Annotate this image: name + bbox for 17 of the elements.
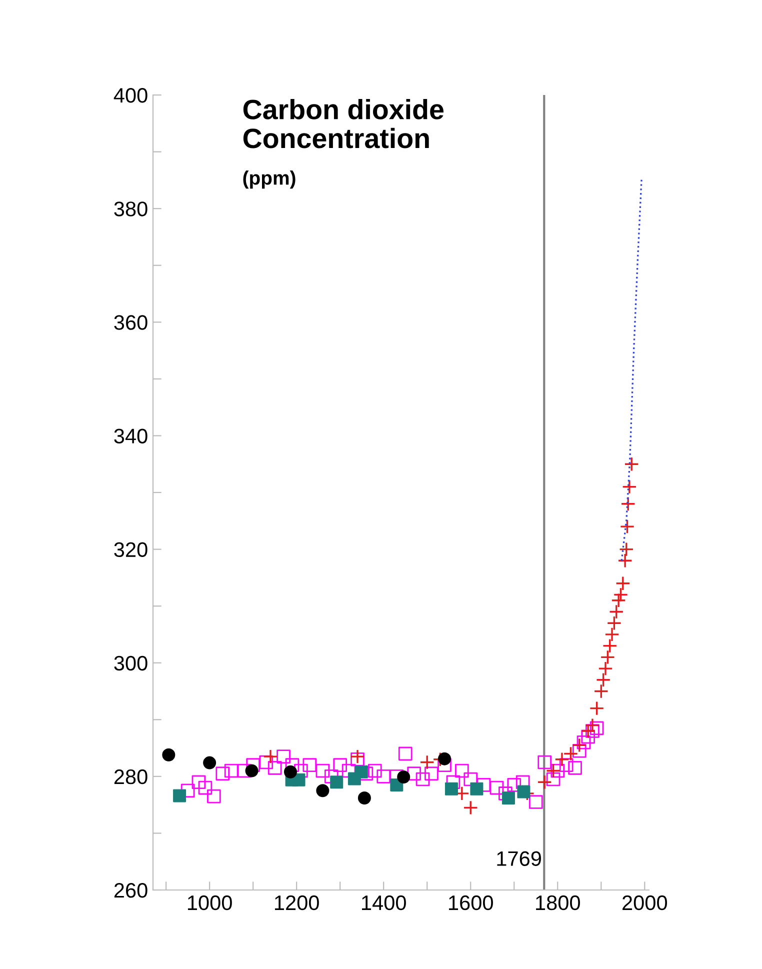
x-tick-label: 1200 (274, 895, 319, 910)
y-tick-label: 360 (114, 315, 148, 330)
y-tick-label: 280 (114, 769, 148, 784)
x-tick-label: 1400 (362, 895, 406, 910)
y-tick-label: 340 (114, 428, 148, 444)
y-tick-label: 320 (114, 542, 148, 558)
text: (ppm) (243, 170, 296, 189)
y-tick-label: 400 (114, 88, 148, 103)
x-tick-label: 2000 (622, 895, 668, 910)
y-tick-label: 300 (114, 656, 148, 671)
x-tick-label: 1800 (536, 895, 580, 910)
y-tick-label: 380 (114, 202, 148, 216)
text: Carbon dioxide Concentration (243, 98, 444, 148)
ref-line-label: 1769 (497, 851, 541, 866)
y-tick-label: 260 (114, 883, 148, 898)
x-tick-label: 1600 (449, 895, 493, 910)
x-tick-label: 1000 (188, 895, 232, 910)
